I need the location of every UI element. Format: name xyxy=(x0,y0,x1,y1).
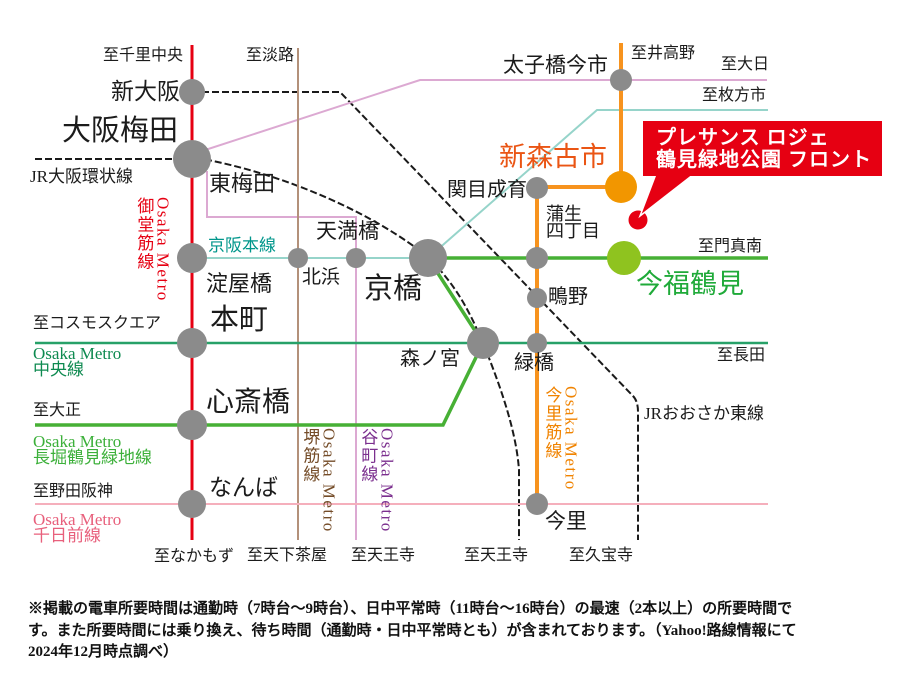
station-label-shin-osaka: 新大阪 xyxy=(111,79,180,104)
line-label-sennichimae-operator: Osaka Metro xyxy=(33,510,122,529)
line-label-nagahori-name: 長堀鶴見緑地線 xyxy=(33,448,152,467)
station-dot-shimmori-furuichi xyxy=(605,171,637,203)
station-label-shinsaibashi: 心斎橋 xyxy=(206,387,291,418)
line-label-midosuji: Osaka Metro 御堂筋線 xyxy=(133,197,172,302)
line-label-sakaisuji: Osaka Metro 堺筋線 xyxy=(299,428,338,533)
station-dot-osaka-umeda xyxy=(173,140,211,178)
station-label-imazato: 今里 xyxy=(545,509,587,533)
station-dot-shin-osaka xyxy=(179,79,205,105)
callout-pointer xyxy=(638,173,697,219)
line-label-midosuji-name: 御堂筋線 xyxy=(134,197,154,271)
station-label-shigino: 鴫野 xyxy=(548,286,588,308)
station-label-osaka-umeda: 大阪梅田 xyxy=(62,115,179,147)
destination-label-tennoji-jr: 至天王寺 xyxy=(464,547,529,564)
line-label-imazatosuji-name: 今里筋線 xyxy=(542,386,562,460)
line-label-chuo: Osaka Metro 中央線 xyxy=(33,344,122,379)
station-dot-yodoyabashi xyxy=(177,243,207,273)
destination-label-tengachaya: 至天下茶屋 xyxy=(247,547,328,564)
line-label-chuo-name: 中央線 xyxy=(33,360,84,379)
station-label-hommachi: 本町 xyxy=(210,304,269,336)
line-label-tanimachi-name: 谷町線 xyxy=(358,428,378,484)
destination-label-senri-chuo: 至千里中央 xyxy=(103,47,184,64)
line-label-nagahori-operator: Osaka Metro xyxy=(33,432,122,451)
line-label-midosuji-operator: Osaka Metro xyxy=(153,197,173,302)
footnote: ※掲載の電車所要時間は通勤時（7時台～9時台）、日中平常時（11時台～16時台）… xyxy=(28,599,880,664)
line-label-chuo-operator: Osaka Metro xyxy=(33,344,122,363)
destination-label-nakamozu: 至なかもず xyxy=(154,548,235,565)
station-label-kitahama: 北浜 xyxy=(302,267,341,288)
destination-label-noda-hanshin: 至野田阪神 xyxy=(33,483,114,500)
destination-label-itakano: 至井高野 xyxy=(631,45,696,62)
destination-label-hirakatashi: 至枚方市 xyxy=(702,87,767,104)
line-label-keihan: 京阪本線 xyxy=(208,236,276,255)
destination-label-dainichi: 至大日 xyxy=(721,56,770,73)
jr-osaka-higashi-line xyxy=(192,91,639,540)
line-label-sennichimae: Osaka Metro 千日前線 xyxy=(33,510,122,545)
destination-label-taisho: 至大正 xyxy=(33,402,82,419)
station-label-midoribashi: 緑橋 xyxy=(514,352,554,374)
line-label-sakaisuji-operator: Osaka Metro xyxy=(319,428,339,533)
line-label-jr-osaka-higashi: JRおおさか東線 xyxy=(644,404,764,423)
station-dot-namba xyxy=(178,490,206,518)
station-dot-kitahama xyxy=(288,248,308,268)
station-dot-morinomiya xyxy=(467,327,499,359)
station-dot-gamo-yonchome xyxy=(526,247,548,269)
property-name-line2: 鶴見緑地公園 フロント xyxy=(656,149,872,171)
station-dot-shigino xyxy=(527,288,547,308)
line-label-imazatosuji: Osaka Metro 今里筋線 xyxy=(541,386,580,491)
tanimachi-line-north xyxy=(198,79,767,153)
station-label-namba: なんば xyxy=(209,475,278,500)
line-label-nagahori: Osaka Metro 長堀鶴見緑地線 xyxy=(33,432,152,467)
destination-label-nagata: 至長田 xyxy=(717,347,766,364)
station-label-kyobashi: 京橋 xyxy=(364,273,423,305)
property-name-line1: プレサンス ロジェ xyxy=(656,127,830,149)
station-dot-imazato xyxy=(526,493,548,515)
station-label-morinomiya: 森ノ宮 xyxy=(400,348,460,370)
destination-label-kadoma-minami: 至門真南 xyxy=(698,238,763,255)
line-label-sakaisuji-name: 堺筋線 xyxy=(300,428,320,484)
station-label-imafuku-tsurumi: 今福鶴見 xyxy=(636,269,744,299)
line-label-jr-osaka-loop: JR大阪環状線 xyxy=(30,167,133,186)
station-dot-taishibashi-imaichi xyxy=(610,69,632,91)
station-dot-shinsaibashi xyxy=(177,410,207,440)
station-dot-midoribashi xyxy=(527,333,547,353)
station-dot-kyobashi xyxy=(409,239,447,277)
keihan-main-line xyxy=(192,109,768,259)
line-label-tanimachi: Osaka Metro 谷町線 xyxy=(357,428,396,533)
destination-label-awaji: 至淡路 xyxy=(246,47,295,64)
property-callout: プレサンス ロジェ 鶴見緑地公園 フロント xyxy=(643,121,882,176)
station-dot-hommachi xyxy=(177,328,207,358)
station-dot-imafuku-tsurumi xyxy=(607,241,641,275)
destination-label-cosmosquare: 至コスモスクエア xyxy=(33,315,162,332)
station-label-gamo-line2: 四丁目 xyxy=(546,221,600,241)
station-label-yodoyabashi: 淀屋橋 xyxy=(206,271,273,296)
callout-box xyxy=(643,121,882,176)
station-dot-sekime-seiiku xyxy=(526,177,548,199)
station-label-taishibashi-imaichi: 太子橋今市 xyxy=(503,53,608,77)
station-label-gamo-yonchome: 蒲生 四丁目 xyxy=(546,204,600,241)
station-label-gamo-line1: 蒲生 xyxy=(546,204,582,224)
line-label-tanimachi-operator: Osaka Metro xyxy=(377,428,397,533)
station-dot-temmabashi xyxy=(346,248,366,268)
footnote-line2: す。また所要時間には乗り換え、待ち時間（通勤時・日中平常時とも）が含まれておりま… xyxy=(28,622,797,639)
station-label-higashi-umeda: 東梅田 xyxy=(209,171,276,196)
tanimachi-line-south xyxy=(206,171,357,540)
line-label-imazatosuji-operator: Osaka Metro xyxy=(561,386,581,491)
footnote-line1: ※掲載の電車所要時間は通勤時（7時台～9時台）、日中平常時（11時台～16時台）… xyxy=(28,601,793,617)
station-label-shimmori-furuichi: 新森古市 xyxy=(499,142,607,172)
line-label-sennichimae-name: 千日前線 xyxy=(33,526,101,545)
destination-label-tennoji-tanimachi: 至天王寺 xyxy=(351,547,416,564)
footnote-line3: 2024年12月時点調べ） xyxy=(28,644,179,660)
station-label-temmabashi: 天満橋 xyxy=(316,219,379,243)
property-location-marker xyxy=(628,210,648,230)
station-label-sekime-seiiku: 関目成育 xyxy=(447,179,527,201)
destination-label-kyuhoji: 至久宝寺 xyxy=(569,547,634,564)
